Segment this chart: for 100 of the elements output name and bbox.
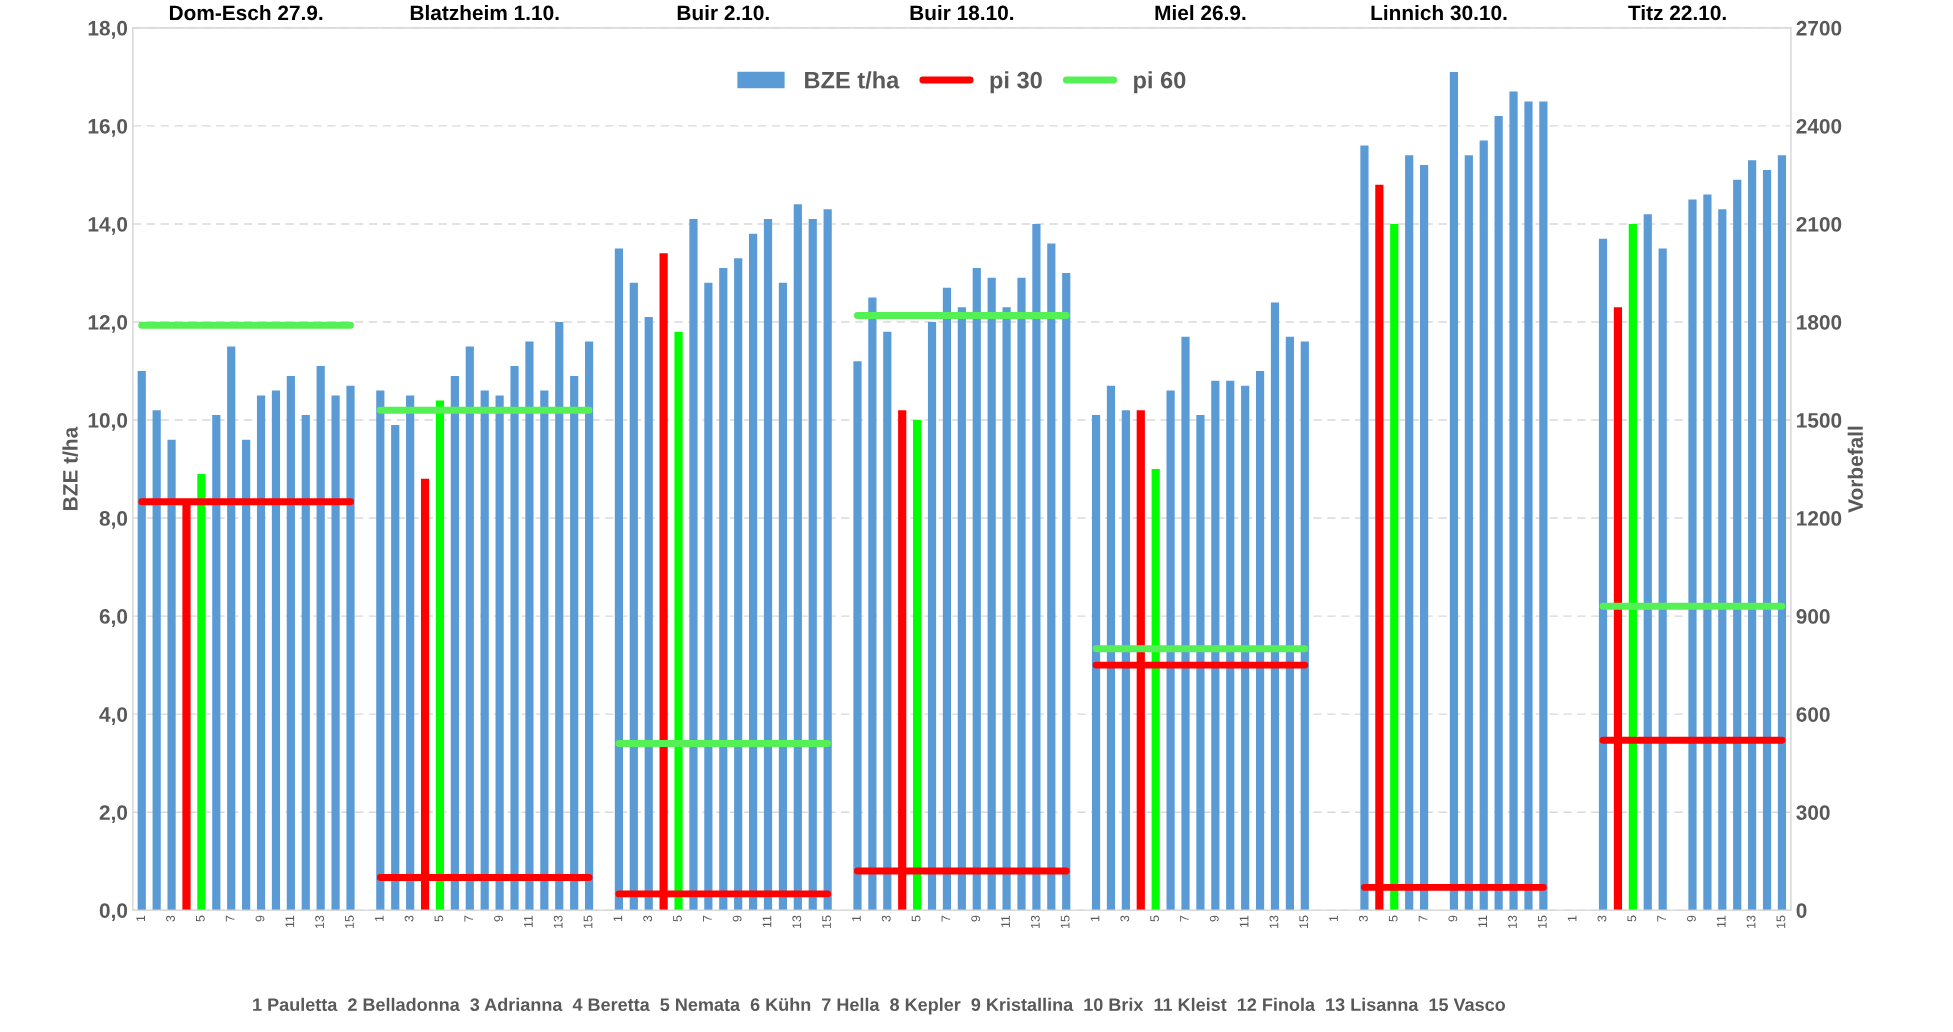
bar [763,219,773,911]
bar [1449,71,1459,911]
bar [1390,223,1399,911]
text: Linnich 30.10. [1371,4,1507,21]
x-tick-label: 13 [1746,915,1756,929]
bar [495,395,504,911]
bar [301,415,310,911]
x-tick-label: 7 [703,915,712,922]
y-tick-label: 6,0 [99,609,128,627]
x-tick-label: 13 [792,915,802,929]
bar [1748,160,1757,911]
bar [406,395,415,911]
x-tick-label: 7 [941,915,951,922]
text: Titz 22.10. [1628,4,1726,21]
x-tick-label: 15 [583,915,593,929]
bar [1300,341,1309,911]
bar [913,420,922,911]
x-tick-label: 1 [852,915,861,922]
x-tick-label: 3 [881,915,891,922]
bar [346,385,355,911]
text: Buir 2.10. [677,4,769,21]
bar [197,473,206,911]
x-tick-label: 3 [1358,915,1368,922]
text: 1 Pauletta 2 Belladonna 3 Adrianna 4 Beretta 5 Nemata 6 Kühn 7 Hella 8 Kepler 9 Kristallina 10 Brix 11 Kleist 12 Finola 13 Lisanna 15 Vasco [253,997,1506,1015]
bar [1643,214,1652,911]
x-tick-label: 9 [1686,915,1696,922]
bar [227,346,236,911]
x-tick-label: 1 [613,915,623,922]
x-tick-label: 15 [1538,915,1547,929]
x-tick-label: 7 [225,915,235,922]
y2-axis-title: Vorbefall [1847,426,1863,513]
y-tick-label: 16,0 [88,118,128,137]
bar [316,366,325,911]
bar [1121,410,1130,911]
y-tick-label: 4,0 [99,707,128,725]
x-tick-label: 9 [255,915,265,922]
x-tick-label: 13 [1269,915,1279,929]
x-tick-label: 3 [404,915,414,922]
bar [1539,101,1548,911]
x-tick-label: 11 [1716,915,1726,928]
bar [242,439,251,911]
bar [1688,199,1697,911]
x-tick-label: 5 [1150,915,1160,922]
y2-tick-label: 0 [1796,903,1807,918]
y2-tick-label: 2400 [1796,118,1842,134]
bar [1032,223,1041,911]
x-tick-label: 7 [1180,915,1189,922]
x-tick-label: 7 [1657,915,1666,922]
x-tick-label: 15 [1299,915,1309,929]
bar [749,233,758,911]
bar [212,415,221,911]
bar [1509,91,1518,911]
x-tick-label: 15 [1060,915,1070,929]
y2-tick-label: 2100 [1796,216,1842,232]
bar [987,277,996,911]
bar [1017,277,1026,911]
legend-label: pi 60 [1134,71,1186,94]
x-tick-label: 1 [1567,915,1577,922]
y2-tick-label: 1500 [1797,413,1842,428]
y-tick-label: 12,0 [88,314,128,333]
bar [331,395,340,911]
x-tick-label: 7 [1418,915,1428,922]
bar [570,375,579,911]
x-tick-label: 7 [464,915,474,922]
x-tick-label: 3 [1597,915,1607,922]
y2-tick-label: 300 [1796,805,1830,820]
bar [1241,385,1250,911]
x-tick-label: 3 [166,915,175,922]
text: Dom-Esch 27.9. [169,4,323,21]
x-tick-label: 13 [1030,915,1040,929]
bar [465,346,474,911]
x-tick-label: 11 [1478,915,1487,928]
y-tick-label: 8,0 [99,511,128,529]
bar [1718,209,1727,911]
legend-label: BZE t/ha [805,71,900,89]
bar [868,297,877,911]
x-tick-label: 9 [1209,915,1219,922]
x-tick-label: 11 [762,915,772,928]
bar [584,341,594,911]
x-tick-label: 15 [345,915,354,929]
bar [1733,179,1742,911]
bar [540,390,549,911]
bar [555,321,564,911]
bar [1777,155,1787,911]
x-tick-label: 5 [1388,915,1398,922]
bar [152,410,161,911]
bar [853,361,862,911]
x-tick-label: 15 [1776,915,1786,929]
y2-tick-label: 1800 [1797,314,1842,330]
bar [1658,248,1667,911]
x-tick-label: 11 [1001,915,1010,928]
bar [1598,238,1608,911]
bar [883,331,892,911]
y2-tick-label: 600 [1796,707,1830,722]
x-tick-label: 11 [524,915,533,928]
x-tick-label: 11 [1239,915,1249,928]
bar [435,400,445,911]
bar [1255,371,1265,911]
x-tick-label: 3 [643,915,653,922]
bar [793,204,802,911]
